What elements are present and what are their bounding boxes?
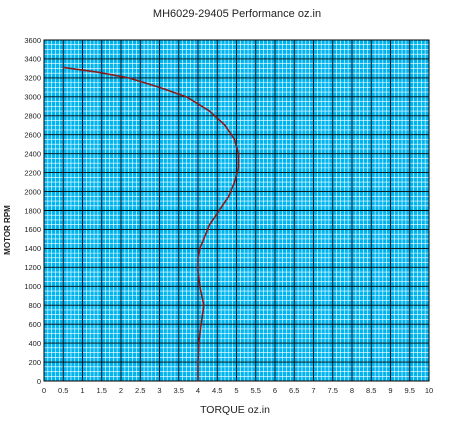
x-tick-label: 4.5 [212,386,222,395]
x-tick-label: 8.5 [366,386,376,395]
x-tick-label: 0.5 [58,386,68,395]
y-tick-label: 200 [28,358,41,367]
x-axis-label: TORQUE oz.in [200,404,270,416]
x-tick-label: 1.5 [97,386,107,395]
y-tick-label: 3200 [24,74,41,83]
y-tick-label: 3600 [24,36,41,45]
y-tick-label: 400 [28,339,41,348]
y-tick-label: 1600 [24,225,41,234]
x-tick-label: 4 [196,386,200,395]
y-tick-label: 2400 [24,149,41,158]
x-tick-label: 0 [42,386,46,395]
y-tick-label: 2200 [24,168,41,177]
series-line-0 [62,66,240,382]
x-tick-label: 3 [157,386,161,395]
x-tick-label: 9.5 [405,386,415,395]
x-tick-label: 5.5 [251,386,261,395]
y-tick-label: 2600 [24,131,41,140]
y-tick-label: 800 [28,301,41,310]
y-tick-label: 3000 [24,93,41,102]
y-tick-label: 1000 [24,282,41,291]
x-tick-label: 5 [234,386,238,395]
y-tick-label: 2000 [24,187,41,196]
series-group [62,66,240,382]
x-tick-label: 7.5 [328,386,338,395]
x-tick-label: 3.5 [174,386,184,395]
y-tick-label: 600 [28,320,41,329]
x-tick-label: 6 [273,386,277,395]
x-tick-label: 2 [119,386,123,395]
y-tick-labels: 0 200 400 600 800 1000 1200 1400 1600 1800 2000 220… [24,36,41,386]
plot-border [43,39,430,382]
chart-title: MH6029-29405 Performance oz.in [153,8,321,20]
x-tick-label: 8 [350,386,354,395]
grid-group [43,39,430,382]
x-tick-labels: 0 0.5 1 1.5 2 2.5 3 3.5 4 4.5 5 5.5 6 6.5 7 7.5 8 8.5 9 9.5… [42,386,433,395]
x-tick-label: 2.5 [135,386,145,395]
y-axis-label: MOTOR RPM [3,205,12,255]
y-tick-label: 1800 [24,206,41,215]
y-tick-label: 0 [37,377,41,386]
x-tick-label: 7 [311,386,315,395]
x-tick-label: 10 [425,386,433,395]
x-tick-label: 6.5 [289,386,299,395]
y-tick-label: 3400 [24,55,41,64]
y-tick-label: 1200 [24,263,41,272]
x-tick-label: 9 [388,386,392,395]
x-tick-label: 1 [80,386,84,395]
y-tick-label: 1400 [24,244,41,253]
y-tick-label: 2800 [24,112,41,121]
